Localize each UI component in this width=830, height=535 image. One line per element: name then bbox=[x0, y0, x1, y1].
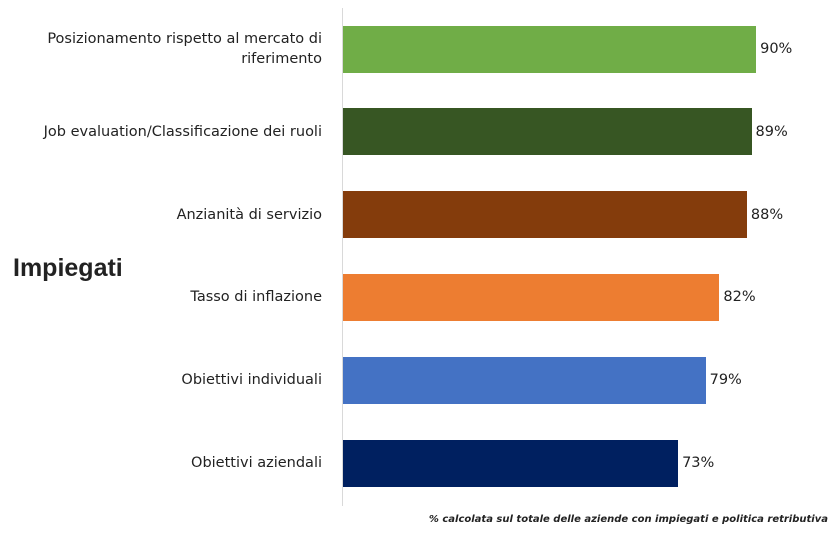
value-label: 73% bbox=[682, 455, 715, 471]
group-label: Impiegati bbox=[13, 254, 123, 282]
category-label: Posizionamento rispetto al mercato di ri… bbox=[47, 31, 322, 67]
value-label: 79% bbox=[709, 372, 742, 389]
bar bbox=[343, 191, 747, 239]
bar bbox=[343, 25, 757, 73]
value-label: 89% bbox=[755, 123, 788, 140]
category-label: Anzianità di servizio bbox=[176, 206, 322, 223]
note: % calcolata sul totale delle aziende con… bbox=[428, 514, 828, 525]
axis-line bbox=[342, 8, 343, 506]
category-label: Obiettivi individuali bbox=[181, 372, 322, 389]
value-label: 88% bbox=[750, 206, 784, 223]
bar bbox=[343, 439, 679, 487]
category-label: Tasso di inflazione bbox=[190, 289, 322, 306]
value-label: 90% bbox=[760, 41, 793, 57]
category-label: Job evaluation/Classificazione dei ruoli bbox=[43, 123, 322, 140]
bar bbox=[343, 273, 720, 321]
value-label: 82% bbox=[723, 289, 756, 306]
bar bbox=[343, 356, 706, 404]
bar bbox=[343, 108, 752, 156]
category-label: Obiettivi aziendali bbox=[191, 455, 322, 471]
